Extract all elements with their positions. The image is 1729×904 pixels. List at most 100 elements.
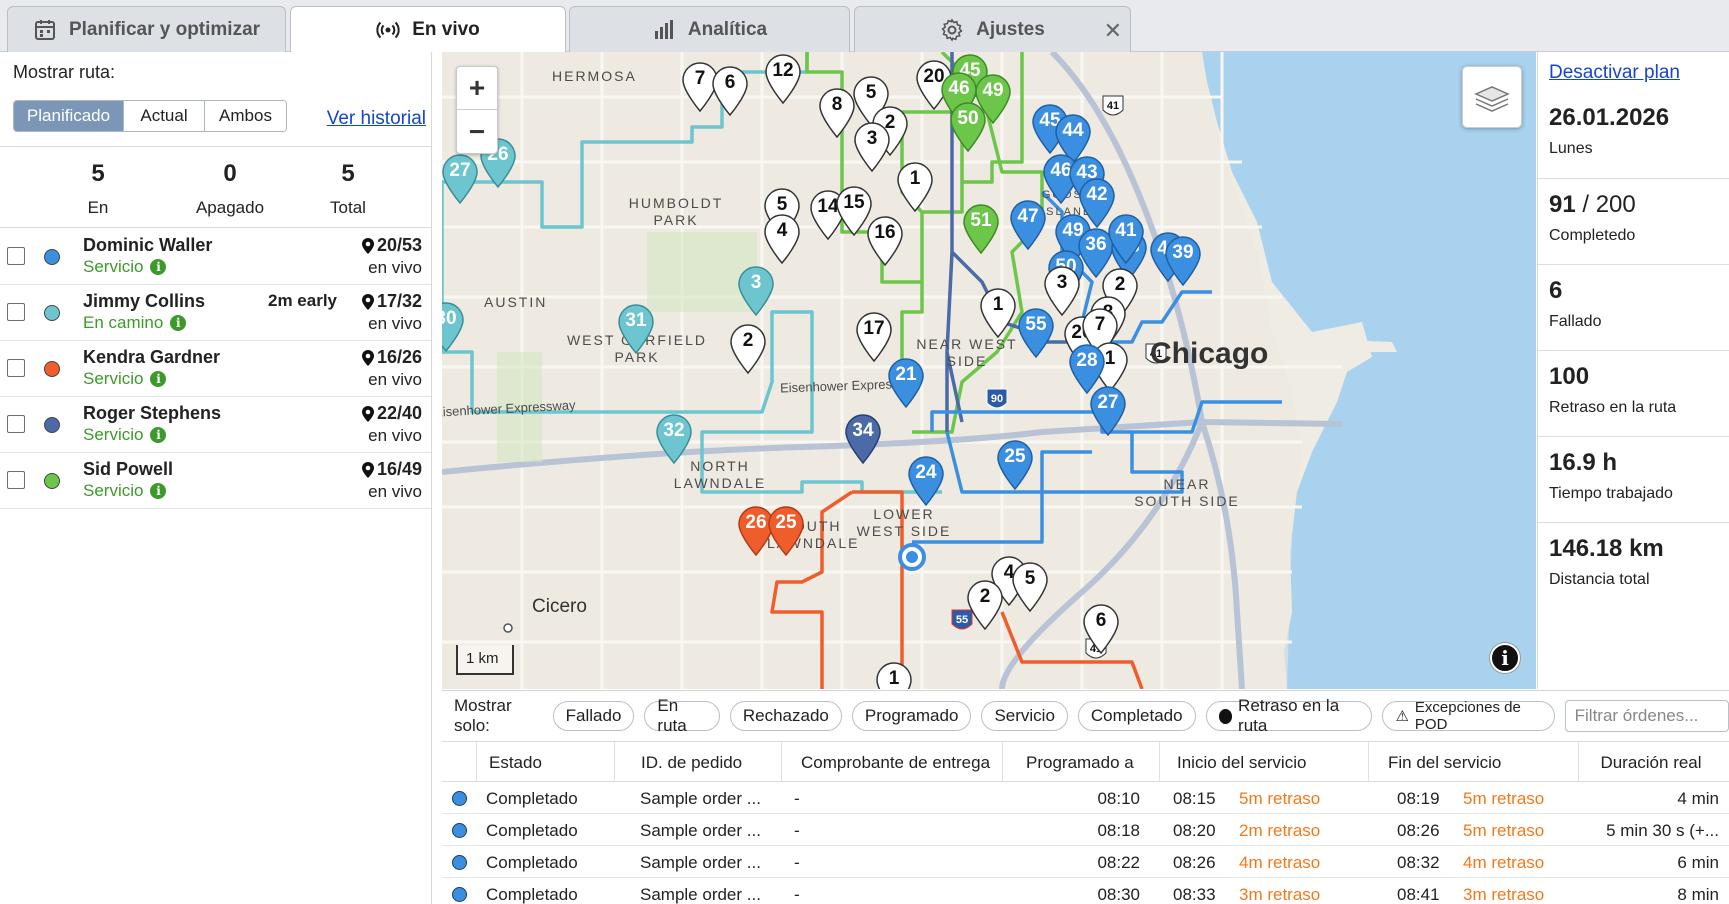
zoom-in-button[interactable]: + <box>457 67 497 110</box>
pin-label: 3 <box>1056 272 1068 293</box>
map-stop-pin[interactable]: 36 <box>1078 228 1114 278</box>
map-stop-pin[interactable]: 2 <box>730 324 766 374</box>
filter-orders-input[interactable]: Filtrar órdenes... <box>1564 700 1729 732</box>
filter-chip-completed[interactable]: Completado <box>1077 701 1196 731</box>
map-stop-pin[interactable]: 47 <box>1010 200 1046 250</box>
map-stop-pin[interactable]: 12 <box>765 54 801 104</box>
info-icon[interactable]: i <box>170 315 187 331</box>
table-row[interactable]: Completado Sample order ... - 08:22 08:26 4m … <box>442 846 1729 878</box>
segment-both[interactable]: Ambos <box>205 101 286 131</box>
deactivate-plan-link[interactable]: Desactivar plan <box>1549 62 1680 83</box>
tab-plan-optimize[interactable]: Planificar y optimizar <box>7 6 286 52</box>
driver-row[interactable]: Jimmy Collins En camino i 2m early 17/32 en v… <box>0 285 431 341</box>
map-stop-pin[interactable]: 31 <box>618 304 654 354</box>
segment-actual[interactable]: Actual <box>124 101 205 131</box>
map-stop-pin[interactable]: 30 <box>442 302 464 352</box>
table-row[interactable]: Completado Sample order ... - 08:18 08:20 2m … <box>442 814 1729 846</box>
map-stop-pin[interactable]: 15 <box>836 186 872 236</box>
pin-label: 36 <box>1085 234 1107 255</box>
map-stop-pin[interactable]: 8 <box>819 88 855 138</box>
summary-value: 26.01.2026 <box>1549 104 1670 131</box>
filter-chip-rejected[interactable]: Rechazado <box>729 701 842 731</box>
tab-live[interactable]: En vivo <box>290 6 566 53</box>
map-stop-pin[interactable]: 1 <box>876 662 912 689</box>
info-icon[interactable]: i <box>150 427 167 443</box>
filter-chip-en-route[interactable]: En ruta <box>644 696 720 735</box>
filter-chip-service[interactable]: Servicio <box>981 701 1068 731</box>
map-stop-pin[interactable]: 27 <box>442 154 478 204</box>
map-stop-pin[interactable]: 17 <box>856 312 892 362</box>
cell-status: Completado <box>486 821 578 840</box>
map-stop-pin[interactable]: 3 <box>1044 266 1080 316</box>
map-stop-pin[interactable]: 6 <box>712 66 748 116</box>
info-icon[interactable]: i <box>150 371 167 387</box>
segment-planned[interactable]: Planificado <box>14 101 124 131</box>
map-stop-pin[interactable]: 24 <box>908 456 944 506</box>
table-row[interactable]: Completado Sample order ... - 08:30 08:33 3m … <box>442 878 1729 904</box>
map-stop-pin[interactable]: 34 <box>845 414 881 464</box>
tab-settings[interactable]: Ajustes ✕ <box>854 6 1131 52</box>
map-stop-pin[interactable]: 55 <box>1018 308 1054 358</box>
pin-label: 25 <box>1004 446 1026 467</box>
col-status[interactable]: Estado <box>489 753 542 772</box>
col-scheduled[interactable]: Programado a <box>1026 753 1134 772</box>
map-stop-pin[interactable]: 7 <box>682 62 718 112</box>
col-service-end[interactable]: Fin del servicio <box>1388 753 1502 772</box>
table-row[interactable]: Completado Sample order ... - 08:10 08:15 5m … <box>442 782 1729 814</box>
map-stop-pin[interactable]: 6 <box>1083 604 1119 654</box>
map-stop-pin[interactable]: 46 <box>1043 154 1079 204</box>
layers-button[interactable] <box>1462 66 1522 128</box>
map-stop-pin[interactable]: 1 <box>980 288 1016 338</box>
col-pod[interactable]: Comprobante de entrega <box>801 753 991 772</box>
driver-row[interactable]: Sid Powell Servicio i 16/49 en vivo <box>0 453 431 509</box>
map-stop-pin[interactable]: 5 <box>1012 562 1048 612</box>
zoom-out-button[interactable]: − <box>468 115 486 147</box>
map-stop-pin[interactable]: 20 <box>916 60 952 110</box>
info-icon[interactable]: i <box>150 483 167 499</box>
pin-label: 21 <box>895 364 917 385</box>
close-icon[interactable]: ✕ <box>1103 18 1122 43</box>
map-stop-pin[interactable]: 28 <box>1069 344 1105 394</box>
tab-analytics[interactable]: Analítica <box>569 6 850 52</box>
orders-table: Estado ID. de pedido Comprobante de entr… <box>442 742 1729 904</box>
map-stop-pin[interactable]: 3 <box>854 122 890 172</box>
map-stop-pin[interactable]: 26 <box>738 506 774 556</box>
map-stop-pin[interactable]: 39 <box>1165 236 1201 286</box>
map-stop-pin[interactable]: 42 <box>1079 178 1115 228</box>
map-stop-pin[interactable]: 49 <box>975 74 1011 124</box>
route-map[interactable]: 41 41 41 90 55 HERMOSA HUMBOLDT PARK AUS… <box>442 52 1536 689</box>
map-stop-pin[interactable]: 32 <box>656 414 692 464</box>
map-stop-pin[interactable]: 16 <box>867 216 903 266</box>
driver-row[interactable]: Kendra Gardner Servicio i 16/26 en vivo <box>0 341 431 397</box>
info-icon[interactable]: i <box>150 259 167 275</box>
driver-checkbox[interactable] <box>7 359 25 377</box>
filter-chip-failed[interactable]: Fallado <box>552 701 635 731</box>
driver-checkbox[interactable] <box>7 247 25 265</box>
col-service-start[interactable]: Inicio del servicio <box>1177 753 1307 772</box>
filter-chip-pod-exceptions[interactable]: ⚠ Excepciones de POD <box>1382 699 1555 733</box>
driver-row[interactable]: Dominic Waller Servicio i 20/53 en vivo <box>0 229 431 285</box>
map-stop-pin[interactable]: 2 <box>967 580 1003 630</box>
driver-checkbox[interactable] <box>7 303 25 321</box>
broadcast-icon <box>376 21 400 39</box>
filter-chip-scheduled[interactable]: Programado <box>851 701 972 731</box>
driver-checkbox[interactable] <box>7 415 25 433</box>
map-stop-pin[interactable]: 51 <box>963 204 999 254</box>
map-stop-pin[interactable]: 3 <box>738 266 774 316</box>
map-stop-pin[interactable]: 50 <box>950 102 986 152</box>
map-stop-pin[interactable]: 25 <box>768 506 804 556</box>
view-history-link[interactable]: Ver historial <box>326 108 426 129</box>
map-stop-pin[interactable]: 1 <box>897 162 933 212</box>
col-order-id[interactable]: ID. de pedido <box>641 753 743 772</box>
map-stop-pin[interactable]: 4 <box>764 214 800 264</box>
filter-chip-route-delay[interactable]: Retraso en la ruta <box>1205 696 1373 735</box>
driver-checkbox[interactable] <box>7 471 25 489</box>
driver-row[interactable]: Roger Stephens Servicio i 22/40 en vivo <box>0 397 431 453</box>
col-actual-duration[interactable]: Duración real <box>1600 753 1702 772</box>
map-info-icon[interactable]: i <box>1490 643 1520 673</box>
route-mode-toggle: Planificado Actual Ambos <box>13 100 287 132</box>
map-stop-pin[interactable]: 27 <box>1090 386 1126 436</box>
map-stop-pin[interactable]: 41 <box>1108 214 1144 264</box>
map-stop-pin[interactable]: 25 <box>997 440 1033 490</box>
map-stop-pin[interactable]: 21 <box>888 358 924 408</box>
